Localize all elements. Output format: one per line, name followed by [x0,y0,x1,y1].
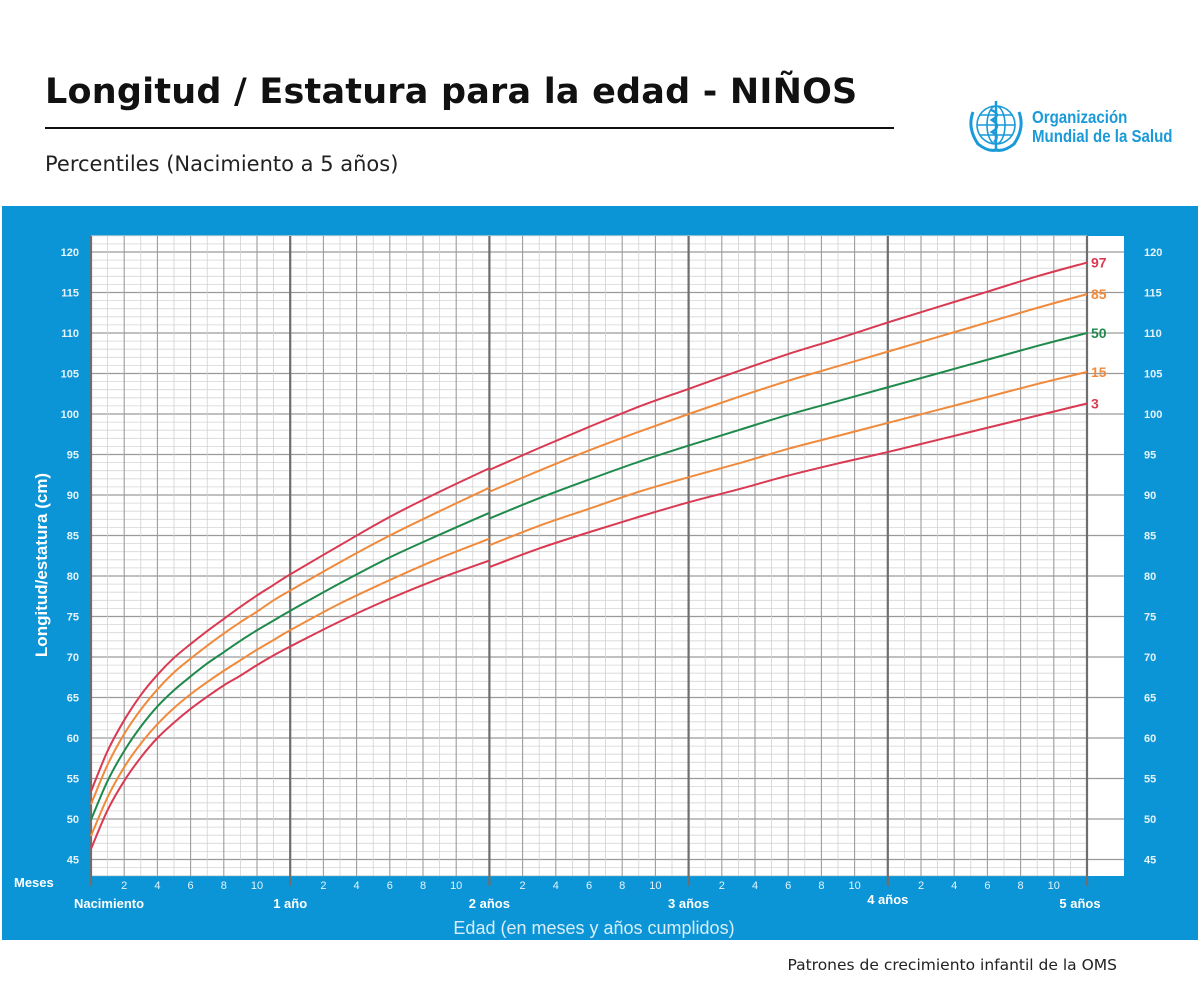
x-tick-label-month: 10 [649,880,661,892]
x-tick-label-month: 10 [450,880,462,892]
source-note: Patrones de crecimiento infantil de la O… [787,956,1117,974]
x-tick-label-month: 8 [420,880,426,892]
y-tick-label-left: 80 [67,571,79,583]
percentile-97-height-curve [488,261,1088,471]
percentile-15-height-curve [489,370,1088,547]
y-tick-label-left: 90 [67,490,79,502]
x-tick-label-month: 6 [387,880,393,892]
y-tick-label-left: 55 [67,774,79,786]
y-tick-label-left: 45 [67,855,79,867]
percentile-85-height-curve [489,293,1088,493]
y-tick-label-left: 105 [61,369,79,381]
x-tick-label-month: 8 [1018,880,1024,892]
y-tick-label-left: 65 [67,693,79,705]
y-tick-label-right: 115 [1144,288,1162,300]
y-tick-label-right: 90 [1144,490,1156,502]
who-logo: Organización Mundial de la Salud [964,98,1195,156]
x-tick-label-month: 4 [154,880,160,892]
y-tick-label-right: 95 [1144,450,1156,462]
y-tick-label-left: 100 [61,409,79,421]
x-axis-label: Edad (en meses y años cumplidos) [453,918,734,938]
y-tick-label-right: 60 [1144,733,1156,745]
x-tick-label-month: 10 [1048,880,1060,892]
x-tick-label-year: 1 año [273,896,307,911]
percentile-15-length-curve [90,537,490,837]
y-tick-label-right: 75 [1144,612,1156,624]
y-tick-label-right: 105 [1144,369,1162,381]
x-tick-label-year: Nacimiento [74,896,144,911]
who-emblem-icon [969,101,1023,152]
x-tick-label-month: 6 [984,880,990,892]
x-tick-label-month: 2 [719,880,725,892]
y-tick-label-left: 115 [61,288,79,300]
percentile-label-50: 50 [1091,325,1107,341]
y-tick-label-right: 80 [1144,571,1156,583]
x-tick-label-month: 4 [553,880,559,892]
y-tick-label-left: 70 [67,652,79,664]
x-tick-label-month: 4 [951,880,957,892]
y-tick-label-right: 45 [1144,855,1156,867]
x-tick-label-month: 8 [619,880,625,892]
page-title: Longitud / Estatura para la edad - NIÑOS [45,72,858,112]
y-tick-label-right: 55 [1144,774,1156,786]
x-tick-label-month: 10 [848,880,860,892]
y-tick-label-left: 50 [67,814,79,826]
growth-chart: 97 85 50 15 3 45 45 50 50 55 55 60 60 65 65 70 70 75 75 80… [14,235,1163,938]
x-tick-label-year: 3 años [668,896,709,911]
x-tick-label-year: 4 años [867,892,908,907]
percentile-97-length-curve [90,467,490,792]
x-tick-label-month: 2 [520,880,526,892]
percentile-label-85: 85 [1091,286,1107,302]
y-tick-label-right: 70 [1144,652,1156,664]
x-tick-label-month: 4 [354,880,360,892]
y-tick-label-left: 85 [67,531,79,543]
who-logo-text: Organización Mundial de la Salud [1032,108,1172,146]
y-tick-label-left: 110 [61,328,79,340]
percentile-label-15: 15 [1091,364,1107,380]
y-tick-label-right: 50 [1144,814,1156,826]
axis-labels: 45 45 50 50 55 55 60 60 65 65 70 70 75 75 80 80 85 85 90 90… [61,247,1163,911]
x-tick-label-month: 8 [818,880,824,892]
y-tick-label-right: 120 [1144,247,1162,259]
y-tick-label-left: 120 [61,247,79,259]
y-tick-label-left: 75 [67,612,79,624]
x-tick-label-year: 5 años [1059,896,1100,911]
who-logo-line1: Organización [1032,107,1128,127]
x-tick-label-month: 6 [188,880,194,892]
y-axis-label: Longitud/estatura (cm) [32,473,51,657]
y-tick-label-left: 60 [67,733,79,745]
percentile-3-height-curve [489,402,1088,569]
percentile-50-length-curve [90,511,490,821]
x-tick-label-month: 4 [752,880,758,892]
y-tick-label-right: 65 [1144,693,1156,705]
percentile-curves: 97 85 50 15 3 [90,255,1107,850]
plot-area [91,236,1124,876]
x-tick-label-month: 2 [918,880,924,892]
x-tick-label-month: 6 [586,880,592,892]
x-tick-label-month: 8 [221,880,227,892]
percentile-label-97: 97 [1091,255,1107,271]
x-tick-label-month: 2 [121,880,127,892]
who-logo-line2: Mundial de la Salud [1032,126,1173,146]
x-tick-label-month: 10 [251,880,263,892]
percentile-85-length-curve [90,486,490,805]
x-unit-label: Meses [14,875,54,890]
y-tick-label-right: 85 [1144,531,1156,543]
title-underline [45,127,894,129]
y-tick-label-right: 110 [1144,328,1162,340]
y-tick-label-left: 95 [67,450,79,462]
y-tick-label-right: 100 [1144,409,1162,421]
x-tick-label-month: 2 [320,880,326,892]
chart-panel: 97 85 50 15 3 45 45 50 50 55 55 60 60 65 65 70 70 75 75 80… [2,206,1198,940]
page-subtitle: Percentiles (Nacimiento a 5 años) [45,152,399,176]
percentile-50-height-curve [489,332,1088,520]
percentile-3-length-curve [90,559,490,850]
chart-grid [89,235,1124,886]
x-tick-label-year: 2 años [469,896,510,911]
x-tick-label-month: 6 [785,880,791,892]
percentile-label-3: 3 [1091,395,1099,411]
